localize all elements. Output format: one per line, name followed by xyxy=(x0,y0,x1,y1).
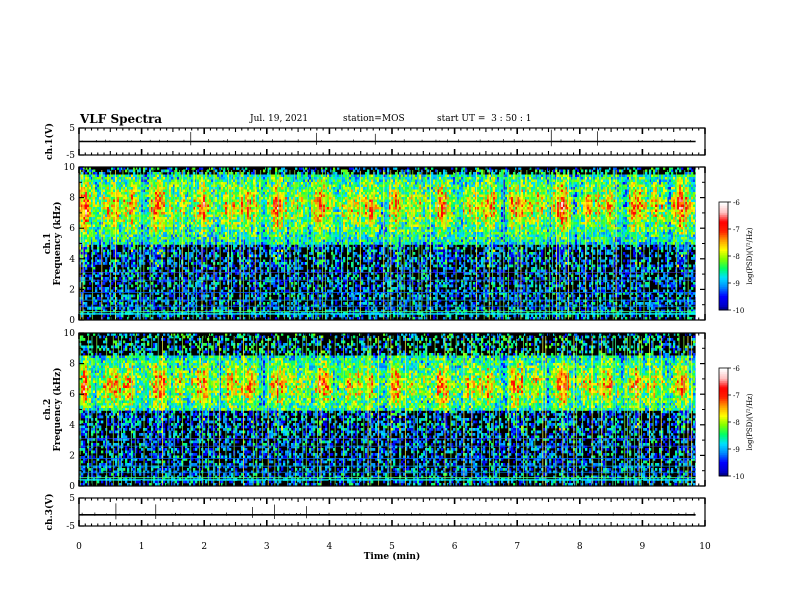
date-label: Jul. 19, 2021 xyxy=(250,114,308,124)
ch2-spectrogram-ytick-label: 10 xyxy=(64,329,76,339)
x-tick-label: 3 xyxy=(264,542,270,552)
chart-title: VLF Spectra xyxy=(80,112,162,126)
ch1-colorbar-tick-label: -6 xyxy=(733,199,740,207)
ch2-spectrogram-ytick-label: 0 xyxy=(69,482,75,492)
ch2-colorbar-tick-label: -9 xyxy=(733,446,740,454)
x-tick-label: 0 xyxy=(76,542,82,552)
ch1-colorbar-label: log(PSD)(V²/Hz) xyxy=(746,227,754,284)
ch2-colorbar-label: log(PSD)(V²/Hz) xyxy=(746,393,754,450)
x-tick-label: 4 xyxy=(327,542,333,552)
x-tick-label: 6 xyxy=(452,542,458,552)
ch1-spectrogram-ytick-label: 8 xyxy=(69,194,75,204)
x-tick-label: 7 xyxy=(514,542,520,552)
ch1-waveform-ytick-label: -5 xyxy=(66,151,75,161)
ch1-waveform-ytick-label: 5 xyxy=(69,124,75,134)
ch2-spectrogram-ytick-label: 4 xyxy=(69,421,75,431)
x-axis-label: Time (min) xyxy=(364,551,421,562)
ch2-colorbar-tick-label: -10 xyxy=(733,473,744,481)
ch3-waveform-ylabel: ch.3(V) xyxy=(44,494,55,531)
ch2-spectrogram-ytick-label: 6 xyxy=(69,390,75,400)
ch2-colorbar-tick-label: -6 xyxy=(733,365,740,373)
x-tick-label: 1 xyxy=(139,542,145,552)
ch2-spectrogram-no-data xyxy=(695,333,705,486)
ch2-spectrogram-ytick-label: 8 xyxy=(69,360,75,370)
ch1-colorbar-tick-label: -10 xyxy=(733,307,744,315)
ch1-spectrogram-ylabel-channel: ch.1 xyxy=(43,233,53,254)
ch2-spectrogram-ylabel-channel: ch.2 xyxy=(43,399,53,420)
ch3-waveform-ytick-label: 5 xyxy=(69,494,75,504)
ch1-spectrogram xyxy=(79,167,705,320)
x-tick-label: 8 xyxy=(577,542,583,552)
x-tick-label: 5 xyxy=(389,542,395,552)
ch1-spectrogram-ytick-label: 2 xyxy=(69,285,75,295)
x-tick-label: 2 xyxy=(201,542,207,552)
ch3-waveform-ytick-label: -5 xyxy=(66,522,75,532)
ch1-spectrogram-ytick-label: 6 xyxy=(69,224,75,234)
x-tick-label: 9 xyxy=(640,542,646,552)
x-tick-label: 10 xyxy=(699,542,711,552)
ch1-colorbar-tick-label: -7 xyxy=(733,226,740,234)
ch2-colorbar-tick-label: -7 xyxy=(733,392,740,400)
ch1-colorbar-tick-label: -8 xyxy=(733,253,740,261)
ch1-colorbar-tick-label: -9 xyxy=(733,280,740,288)
ch2-colorbar-tick-label: -8 xyxy=(733,419,740,427)
start-time-label: start UT = 3 : 50 : 1 xyxy=(437,114,532,124)
ch1-spectrogram-ylabel: Frequency (kHz) xyxy=(52,201,63,285)
ch2-spectrogram-ytick-label: 2 xyxy=(69,451,75,461)
ch1-spectrogram-ytick-label: 10 xyxy=(64,163,76,173)
ch2-spectrogram xyxy=(79,333,705,486)
ch1-spectrogram-no-data xyxy=(695,167,705,320)
ch2-spectrogram-ylabel: Frequency (kHz) xyxy=(52,367,63,451)
station-label: station=MOS xyxy=(343,114,405,124)
ch1-spectrogram-ytick-label: 4 xyxy=(69,255,75,265)
ch1-waveform-ylabel: ch.1(V) xyxy=(44,123,55,160)
ch1-spectrogram-ytick-label: 0 xyxy=(69,316,75,326)
